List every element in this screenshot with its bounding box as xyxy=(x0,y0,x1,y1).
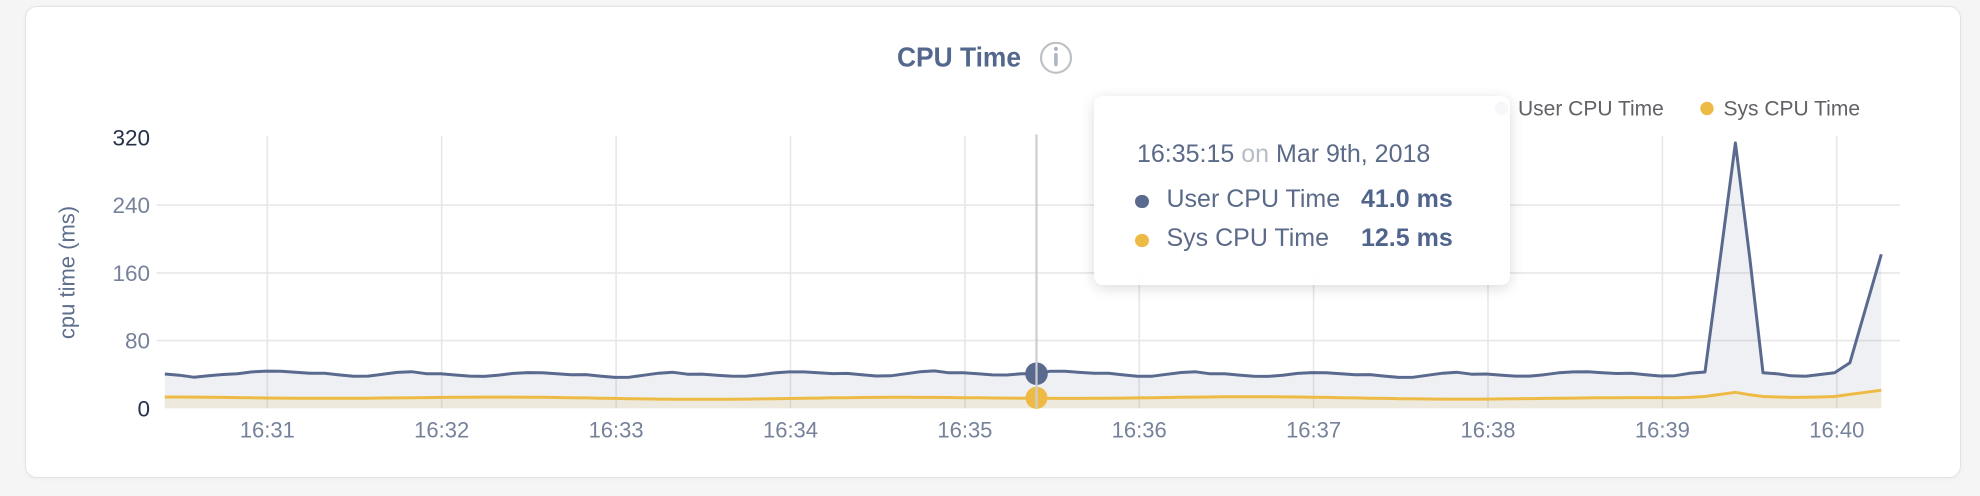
svg-text:16:33: 16:33 xyxy=(589,418,644,443)
svg-text:16:35: 16:35 xyxy=(937,418,992,443)
svg-text:160: 160 xyxy=(112,261,150,286)
svg-text:320: 320 xyxy=(112,125,150,150)
svg-text:16:36: 16:36 xyxy=(1112,418,1167,443)
svg-text:16:34: 16:34 xyxy=(763,418,818,443)
svg-text:240: 240 xyxy=(112,193,150,218)
svg-text:16:39: 16:39 xyxy=(1635,418,1690,443)
svg-text:Sys CPU Time: Sys CPU Time xyxy=(1724,98,1861,121)
svg-text:16:31: 16:31 xyxy=(240,418,295,443)
svg-text:16:38: 16:38 xyxy=(1460,418,1515,443)
svg-text:16:40: 16:40 xyxy=(1809,418,1864,443)
svg-text:cpu time (ms): cpu time (ms) xyxy=(55,206,80,339)
svg-text:80: 80 xyxy=(125,329,150,354)
svg-text:CPU Time: CPU Time xyxy=(897,41,1021,72)
svg-text:0: 0 xyxy=(137,396,150,421)
svg-text:User CPU Time: User CPU Time xyxy=(1518,98,1664,121)
svg-text:16:32: 16:32 xyxy=(414,418,469,443)
svg-text:16:37: 16:37 xyxy=(1286,418,1341,443)
